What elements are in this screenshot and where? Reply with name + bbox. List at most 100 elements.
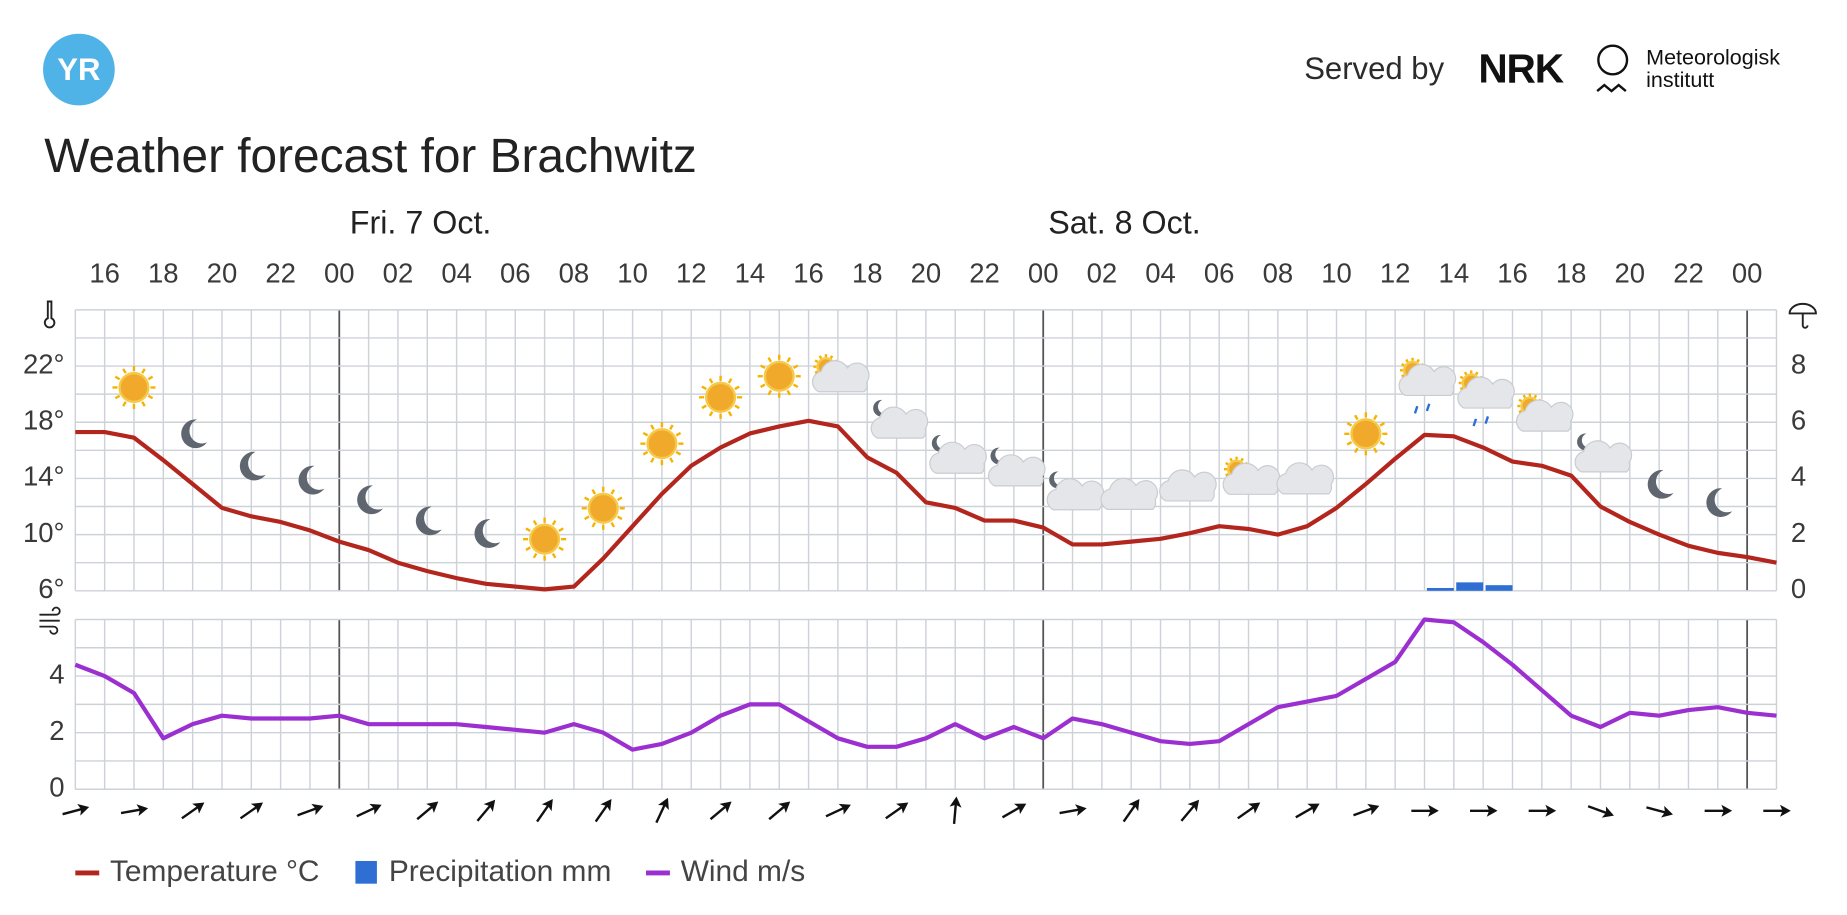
weather-symbol xyxy=(1046,471,1105,511)
weather-symbol xyxy=(640,422,684,466)
x-tick-label: 22 xyxy=(969,257,1000,288)
wind-arrow xyxy=(655,797,669,824)
sun-ray xyxy=(1518,398,1523,403)
cloud xyxy=(1159,469,1217,502)
arrow-head xyxy=(1721,804,1733,817)
plot: 16 18 20 22 00 02 04 06 08 10 12 14 16 18 20 22 00 02 04 06… xyxy=(23,205,1817,888)
moon xyxy=(1647,469,1674,499)
wind-arrow xyxy=(416,801,439,821)
wind-arrow xyxy=(297,803,324,817)
wind-arrow xyxy=(536,799,553,823)
sun-ray xyxy=(1229,457,1233,462)
arrow-head xyxy=(1075,804,1087,817)
moon xyxy=(415,506,442,536)
legend-label: Temperature °C xyxy=(110,855,320,888)
wind-arrow xyxy=(1704,804,1733,817)
weather-symbol xyxy=(870,399,929,439)
x-tick-label: 02 xyxy=(383,257,414,288)
weather-symbol xyxy=(1100,477,1159,510)
sun xyxy=(646,428,678,460)
sun-ray xyxy=(1373,414,1378,421)
x-tick-label: 22 xyxy=(1673,257,1704,288)
weather-symbol xyxy=(1457,370,1515,427)
sun-ray xyxy=(525,527,531,532)
arrow-head xyxy=(426,801,439,814)
sun-ray xyxy=(669,424,674,430)
wind-arrow xyxy=(1295,803,1320,819)
arrow-head xyxy=(1661,805,1674,818)
x-tick-label: 14 xyxy=(735,257,766,288)
sun-ray xyxy=(1405,358,1409,363)
arrow-head xyxy=(658,797,669,811)
wind-arrow xyxy=(1470,804,1498,817)
moon xyxy=(1577,433,1593,451)
moon xyxy=(1706,488,1733,517)
arrow-head xyxy=(1545,804,1557,817)
arrow-head xyxy=(1187,799,1200,812)
moon xyxy=(239,451,266,481)
wind-arrow xyxy=(1353,803,1380,817)
sun-ray xyxy=(642,450,649,456)
x-tick-label: 12 xyxy=(676,257,707,288)
x-tick-label: 08 xyxy=(1263,257,1294,288)
moon xyxy=(357,485,383,515)
sun-ray xyxy=(767,389,773,396)
sun-ray xyxy=(1225,472,1229,477)
sun-ray xyxy=(122,368,127,374)
x-tick-label: 02 xyxy=(1087,257,1118,288)
arrow-head xyxy=(192,802,205,814)
y2-tick-label: 0 xyxy=(1791,573,1806,604)
sun-ray xyxy=(1354,414,1359,421)
sun-ray xyxy=(1463,371,1468,376)
wind-arrow xyxy=(709,801,732,821)
wind-arrow xyxy=(1646,805,1674,818)
x-tick-label: 20 xyxy=(1615,257,1646,288)
x-tick-label: 16 xyxy=(1497,257,1528,288)
sun-ray xyxy=(584,496,590,502)
sun-ray xyxy=(1401,374,1405,378)
x-tick-label: 22 xyxy=(265,257,296,288)
moon xyxy=(181,419,207,449)
sun-ray xyxy=(591,489,597,495)
weather-symbol xyxy=(112,365,156,409)
sun-ray xyxy=(734,404,740,410)
rain xyxy=(1472,416,1490,427)
sun-ray xyxy=(147,394,154,400)
arrow-head xyxy=(1367,803,1380,816)
weather-symbol xyxy=(1222,456,1281,495)
sun-ray xyxy=(701,385,707,391)
sun xyxy=(118,371,150,404)
cloud xyxy=(929,441,987,474)
x-tick-label: 16 xyxy=(793,257,824,288)
weather-symbol xyxy=(474,519,501,548)
x-tick-label: 00 xyxy=(1732,257,1763,288)
sun-ray xyxy=(1459,386,1464,391)
thermometer-icon xyxy=(43,300,56,329)
weather-symbol xyxy=(239,451,266,481)
arrow-head xyxy=(600,799,612,812)
x-tick-label: 00 xyxy=(1028,257,1059,288)
x-tick-label: 14 xyxy=(1439,257,1470,288)
y-tick-label: 4 xyxy=(49,658,64,689)
sun xyxy=(705,381,737,413)
arrow-head xyxy=(719,801,732,814)
sun-ray xyxy=(558,546,564,551)
wind-arrow xyxy=(768,801,791,821)
line xyxy=(75,418,1777,592)
sun-ray xyxy=(814,359,819,363)
sun-ray xyxy=(792,364,799,370)
sun-ray xyxy=(734,385,740,391)
sun-ray xyxy=(1401,363,1405,367)
sun-ray xyxy=(814,370,819,374)
institute: institutt xyxy=(1646,68,1714,92)
institute-icon xyxy=(1597,44,1629,76)
sun-ray xyxy=(727,410,733,417)
y-tick-label: 6° xyxy=(38,573,64,604)
wind-arrow xyxy=(120,804,149,817)
sun-ray xyxy=(141,368,146,374)
sun-ray xyxy=(675,431,682,437)
legend-swatch xyxy=(355,860,377,884)
sun-ray xyxy=(1346,422,1353,427)
y-tick-label: 10° xyxy=(23,517,65,548)
